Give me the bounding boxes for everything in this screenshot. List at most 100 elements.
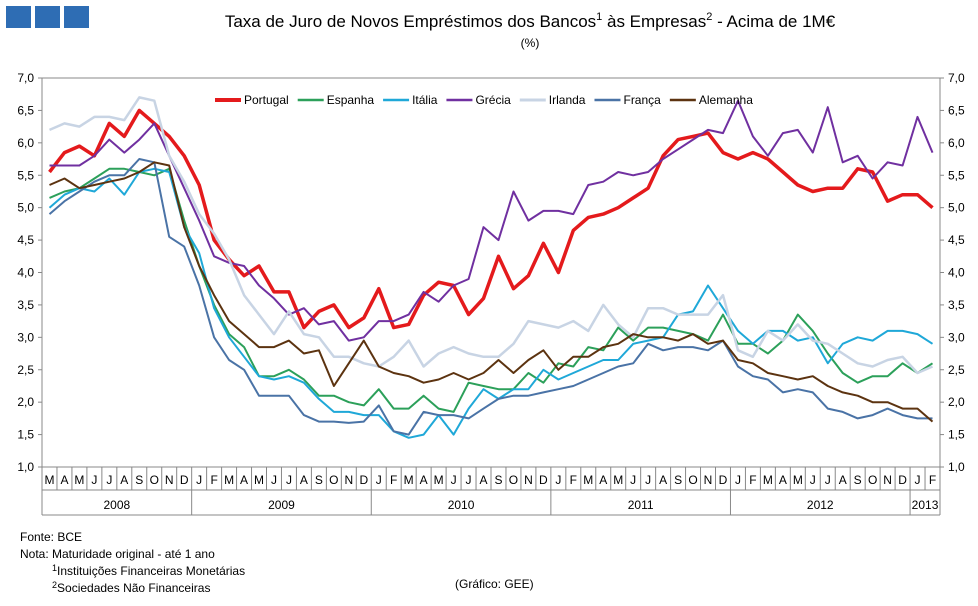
x-tick-label: F: [929, 473, 936, 487]
x-tick-label: S: [854, 473, 862, 487]
series-line: [49, 99, 934, 342]
y-tick-label: 2,5: [17, 363, 34, 377]
x-tick-label: M: [44, 473, 54, 487]
year-label: 2012: [807, 498, 834, 512]
x-tick-label: A: [659, 473, 667, 487]
x-tick-label: O: [150, 473, 159, 487]
x-tick-label: J: [271, 473, 277, 487]
logo: [6, 6, 31, 28]
x-tick-label: M: [583, 473, 593, 487]
superscript: 2: [706, 11, 712, 23]
x-tick-label: M: [404, 473, 414, 487]
y2-tick-label: 3,5: [948, 298, 965, 312]
y2-tick-label: 1,0: [948, 460, 965, 474]
x-tick-label: O: [329, 473, 338, 487]
y2-tick-label: 6,0: [948, 136, 965, 150]
y-tick-label: 4,0: [17, 266, 34, 280]
chart-title: Taxa de Juro de Novos Empréstimos dos Ba…: [225, 11, 836, 31]
x-tick-label: D: [539, 473, 548, 487]
x-tick-label: S: [674, 473, 682, 487]
series-line: [49, 167, 934, 413]
x-tick-label: F: [390, 473, 397, 487]
legend-label: Itália: [412, 93, 438, 107]
x-tick-label: M: [793, 473, 803, 487]
x-tick-label: J: [106, 473, 112, 487]
x-tick-label: S: [315, 473, 323, 487]
y-tick-label: 6,0: [17, 136, 34, 150]
y-tick-label: 4,5: [17, 233, 34, 247]
y-tick-label: 1,0: [17, 460, 34, 474]
x-tick-label: J: [466, 473, 472, 487]
x-tick-label: D: [359, 473, 368, 487]
y-tick-label: 7,0: [17, 71, 34, 85]
x-tick-label: N: [165, 473, 174, 487]
superscript: 1: [596, 11, 602, 23]
x-tick-label: D: [719, 473, 728, 487]
title-part: às Empresas: [602, 12, 706, 31]
year-label: 2008: [103, 498, 130, 512]
x-tick-label: M: [434, 473, 444, 487]
x-tick-label: M: [224, 473, 234, 487]
year-label: 2013: [912, 498, 939, 512]
y-tick-label: 1,5: [17, 428, 34, 442]
x-tick-label: N: [524, 473, 533, 487]
year-label: 2011: [628, 498, 654, 512]
x-tick-label: A: [300, 473, 308, 487]
y2-tick-label: 5,0: [948, 201, 965, 215]
x-tick-label: S: [494, 473, 502, 487]
y-tick-label: 3,5: [17, 298, 34, 312]
y2-tick-label: 2,5: [948, 363, 965, 377]
y2-tick-label: 3,0: [948, 330, 965, 344]
x-tick-label: O: [509, 473, 518, 487]
x-tick-label: A: [839, 473, 847, 487]
x-tick-label: A: [240, 473, 248, 487]
note: Nota: Maturidade original - até 1 ano: [20, 547, 215, 561]
x-tick-label: A: [599, 473, 607, 487]
footnote: 1Instituições Financeiras Monetárias: [52, 563, 245, 578]
x-tick-label: J: [630, 473, 636, 487]
series-line: [48, 108, 934, 330]
x-tick-label: J: [451, 473, 457, 487]
x-tick-label: N: [704, 473, 713, 487]
year-label: 2010: [448, 498, 475, 512]
x-tick-label: J: [915, 473, 921, 487]
x-tick-label: J: [196, 473, 202, 487]
x-tick-label: O: [688, 473, 697, 487]
x-tick-label: A: [480, 473, 488, 487]
legend-label: Irlanda: [549, 93, 586, 107]
x-tick-label: M: [613, 473, 623, 487]
logo: [35, 6, 60, 28]
legend-label: França: [623, 93, 661, 107]
y-tick-label: 2,0: [17, 395, 34, 409]
x-tick-label: S: [135, 473, 143, 487]
series-line: [48, 167, 934, 439]
y-tick-label: 3,0: [17, 330, 34, 344]
x-tick-label: A: [120, 473, 128, 487]
source: Fonte: BCE: [20, 530, 82, 544]
x-tick-label: N: [344, 473, 353, 487]
x-tick-label: A: [420, 473, 428, 487]
title-part: Taxa de Juro de Novos Empréstimos dos Ba…: [225, 12, 596, 31]
y-tick-label: 5,5: [17, 168, 34, 182]
x-tick-label: J: [376, 473, 382, 487]
x-tick-label: J: [810, 473, 816, 487]
y-tick-label: 5,0: [17, 201, 34, 215]
x-tick-label: D: [180, 473, 189, 487]
series-line: [49, 96, 933, 375]
y2-tick-label: 6,5: [948, 103, 965, 117]
y2-tick-label: 4,5: [948, 233, 965, 247]
x-tick-label: F: [210, 473, 217, 487]
x-tick-label: J: [735, 473, 741, 487]
x-tick-label: F: [749, 473, 756, 487]
x-tick-label: J: [645, 473, 651, 487]
x-tick-label: A: [779, 473, 787, 487]
y2-tick-label: 7,0: [948, 71, 965, 85]
y2-tick-label: 5,5: [948, 168, 965, 182]
x-tick-label: F: [570, 473, 577, 487]
x-tick-label: J: [555, 473, 561, 487]
y2-tick-label: 2,0: [948, 395, 965, 409]
x-tick-label: N: [883, 473, 892, 487]
legend-label: Grécia: [475, 93, 511, 107]
x-tick-label: M: [74, 473, 84, 487]
